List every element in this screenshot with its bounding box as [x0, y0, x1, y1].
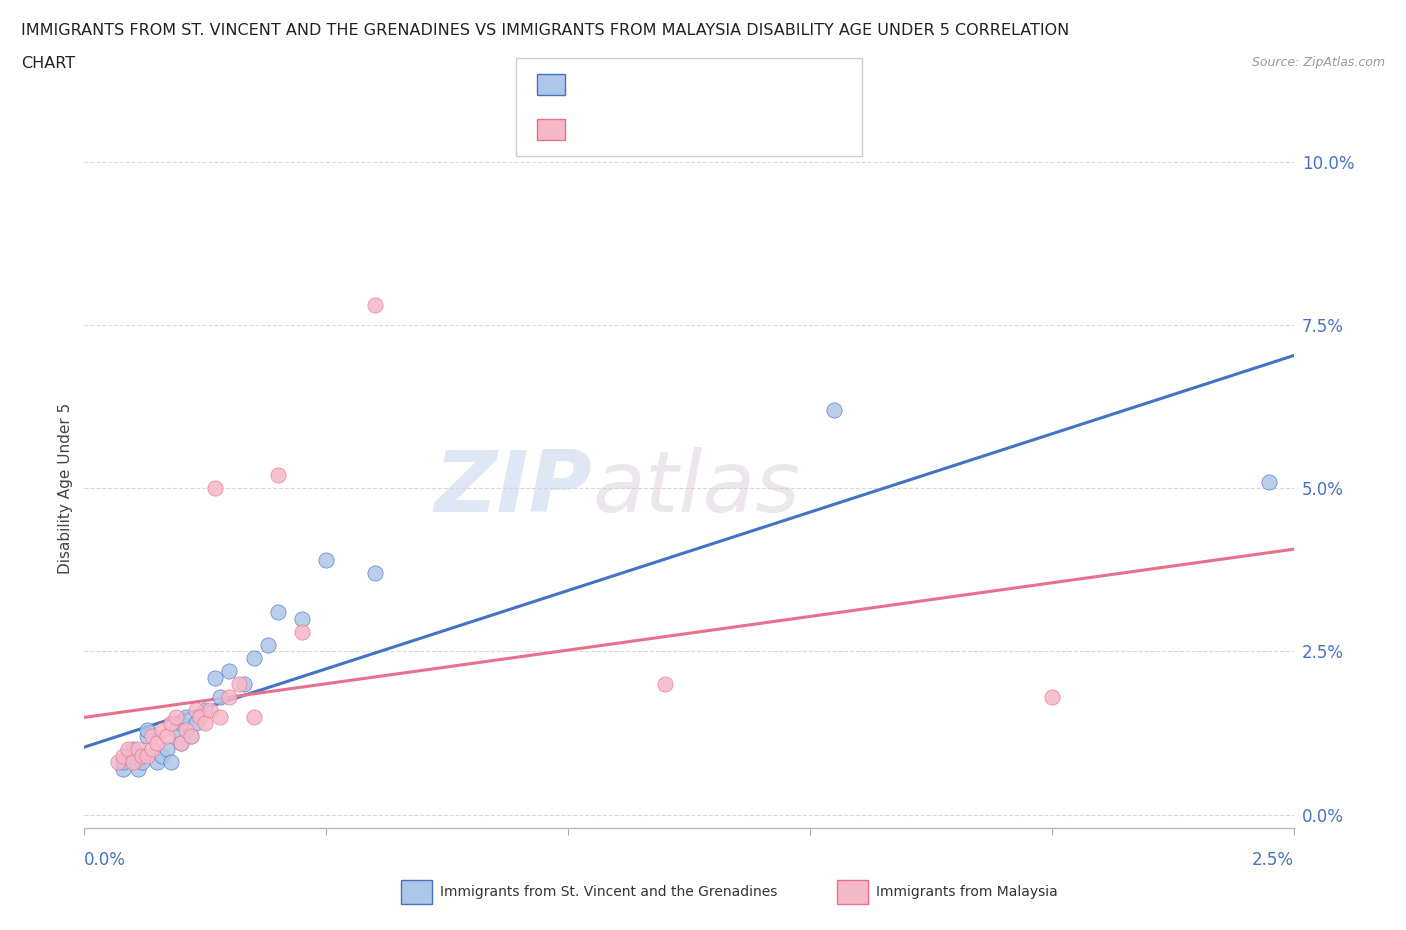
Point [1258, 474, 1281, 489]
Point [141, 729, 163, 744]
Text: 32: 32 [717, 70, 738, 85]
Point [218, 690, 240, 705]
Point [180, 729, 202, 744]
Point [150, 723, 173, 737]
Point [363, 565, 385, 580]
Text: 0.123: 0.123 [619, 114, 666, 129]
Point [107, 755, 129, 770]
Text: CHART: CHART [21, 56, 75, 71]
Point [228, 677, 250, 692]
Point [208, 690, 231, 705]
Point [155, 729, 177, 744]
Point [127, 742, 149, 757]
Point [160, 716, 183, 731]
Point [180, 729, 202, 744]
Point [242, 710, 264, 724]
Text: IMMIGRANTS FROM ST. VINCENT AND THE GRENADINES VS IMMIGRANTS FROM MALAYSIA DISAB: IMMIGRANTS FROM ST. VINCENT AND THE GREN… [21, 23, 1070, 38]
Point [174, 723, 197, 737]
Point [184, 716, 207, 731]
Point [315, 552, 337, 567]
Point [117, 749, 139, 764]
Text: atlas: atlas [592, 446, 800, 530]
Point [165, 723, 187, 737]
Text: N =: N = [675, 70, 718, 85]
Text: 0.0%: 0.0% [84, 851, 127, 870]
Point [190, 710, 212, 724]
Point [160, 755, 183, 770]
Text: 2.5%: 2.5% [1251, 851, 1294, 870]
Text: R =: R = [579, 114, 613, 129]
Point [267, 468, 290, 483]
Point [136, 723, 159, 737]
Point [823, 403, 845, 418]
Point [233, 677, 256, 692]
Text: Immigrants from St. Vincent and the Grenadines: Immigrants from St. Vincent and the Gren… [440, 884, 778, 899]
Point [127, 762, 149, 777]
Point [131, 755, 153, 770]
Point [291, 624, 314, 639]
Text: 31: 31 [717, 114, 738, 129]
Point [150, 749, 173, 764]
Point [170, 716, 193, 731]
Point [121, 755, 143, 770]
Point [194, 703, 217, 718]
Point [121, 749, 143, 764]
Point [363, 298, 385, 312]
Point [112, 749, 135, 764]
Point [117, 742, 139, 757]
Point [170, 736, 193, 751]
Point [1040, 690, 1063, 705]
Point [654, 677, 676, 692]
Point [112, 755, 135, 770]
Point [267, 604, 290, 619]
Point [184, 703, 207, 718]
Point [131, 749, 153, 764]
Point [218, 664, 240, 679]
Point [136, 749, 159, 764]
Point [194, 716, 217, 731]
Text: R =: R = [579, 70, 613, 85]
Point [165, 710, 187, 724]
Point [174, 710, 197, 724]
Point [204, 481, 226, 496]
Point [242, 651, 264, 666]
Text: N =: N = [675, 114, 718, 129]
Point [198, 703, 221, 718]
Point [155, 742, 177, 757]
Text: Source: ZipAtlas.com: Source: ZipAtlas.com [1251, 56, 1385, 69]
Point [146, 755, 169, 770]
Point [112, 762, 135, 777]
Point [170, 736, 193, 751]
Point [146, 736, 169, 751]
Y-axis label: Disability Age Under 5: Disability Age Under 5 [58, 403, 73, 574]
Point [121, 742, 143, 757]
Point [204, 671, 226, 685]
Point [208, 710, 231, 724]
Point [291, 611, 314, 626]
Text: Immigrants from Malaysia: Immigrants from Malaysia [876, 884, 1057, 899]
Point [141, 742, 163, 757]
Point [136, 729, 159, 744]
Text: ZIP: ZIP [434, 446, 592, 530]
Point [257, 637, 280, 652]
Text: 0.289: 0.289 [619, 70, 666, 85]
